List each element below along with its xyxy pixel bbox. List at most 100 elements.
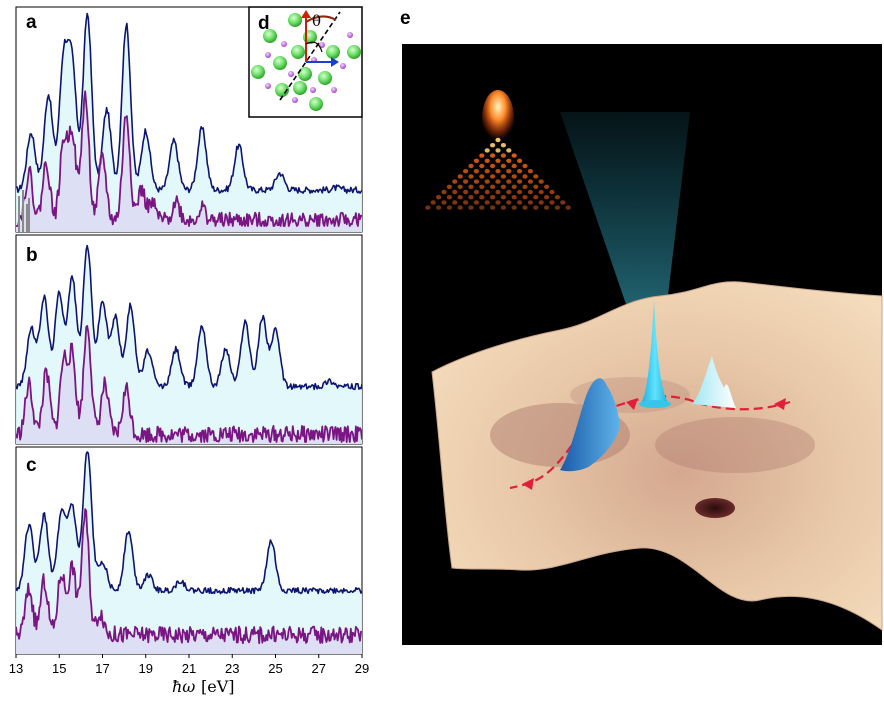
atom-small <box>288 71 294 77</box>
interference-spot <box>522 205 528 210</box>
interference-spot <box>441 200 447 205</box>
potential-surface <box>431 281 883 631</box>
interference-spot <box>495 169 501 174</box>
atom-small <box>310 87 316 93</box>
interference-spot <box>522 184 528 189</box>
atom-small <box>265 83 271 89</box>
interference-spot <box>500 174 506 179</box>
wavepacket-right <box>692 356 736 408</box>
interference-spot <box>495 189 501 195</box>
panel-c-label: c <box>26 455 37 476</box>
trajectory-arrow <box>774 398 786 410</box>
interference-spot <box>490 195 496 200</box>
interference-spot <box>511 153 517 158</box>
interference-spot <box>517 169 523 174</box>
interference-spot <box>506 148 512 153</box>
interference-spot <box>549 200 555 205</box>
interference-spot <box>479 174 485 179</box>
interference-spot <box>468 195 474 200</box>
interference-spot <box>500 184 506 189</box>
panel-b-upper-line <box>16 244 362 391</box>
x-tick-label: 21 <box>182 661 196 676</box>
interference-spot <box>527 179 534 184</box>
interference-spot <box>484 169 490 174</box>
panel-e-label: e <box>400 8 411 29</box>
interference-spot <box>473 169 479 174</box>
x-axis-title: ħω [eV] <box>172 677 235 696</box>
interference-spot <box>533 195 539 200</box>
arrow-vertical-head <box>301 10 311 18</box>
interference-spot <box>484 189 490 195</box>
interference-spot <box>527 169 534 174</box>
interference-spot <box>544 205 550 210</box>
interference-spot <box>538 179 544 184</box>
grey-peak-bar <box>18 196 20 232</box>
interference-spot <box>554 195 561 200</box>
interference-spot <box>452 179 458 184</box>
interference-spot <box>436 195 442 200</box>
atom-large <box>318 71 332 85</box>
interference-spot <box>463 189 469 195</box>
interference-spot <box>511 163 517 169</box>
atom-large <box>298 67 312 81</box>
interference-spot <box>479 184 485 189</box>
interference-spot <box>544 195 550 200</box>
theta-label: θ <box>312 12 321 30</box>
interference-spot <box>446 195 452 200</box>
light-beam <box>560 112 690 345</box>
interference-spot <box>495 158 501 163</box>
interference-spot <box>463 179 469 184</box>
panel-a-lower-line <box>16 90 362 227</box>
interference-spot <box>500 153 506 158</box>
interference-spot <box>457 205 463 210</box>
interference-spot <box>457 174 463 179</box>
x-tick-label: 19 <box>139 661 153 676</box>
angle-arc-small <box>305 41 323 53</box>
interference-spot <box>506 158 512 163</box>
interference-spot <box>533 205 539 210</box>
interference-center-glow <box>482 90 514 146</box>
interference-spot <box>490 143 496 148</box>
interference-spot <box>430 200 436 205</box>
interference-spot <box>490 163 496 169</box>
interference-spot <box>468 163 474 169</box>
interference-spot <box>544 184 550 189</box>
interference-spot <box>441 189 447 195</box>
interference-spot <box>538 200 544 205</box>
panel-e: e <box>400 8 883 645</box>
atom-large <box>309 97 323 111</box>
interference-spot <box>457 195 463 200</box>
interference-spot <box>549 189 555 195</box>
interference-spot <box>500 195 506 200</box>
panel-c: c <box>15 446 363 655</box>
panel-c-upper-fill <box>16 452 362 654</box>
interference-spot <box>500 205 506 210</box>
x-axis-unit: [eV] <box>201 677 235 696</box>
atom-small <box>292 97 298 103</box>
x-tick-label: 25 <box>268 661 282 676</box>
panel-b-lower-fill <box>16 325 362 444</box>
interference-spot <box>527 189 534 195</box>
panel-c-upper-line <box>16 451 362 595</box>
interference-spot <box>490 153 496 158</box>
polarization-axis <box>279 11 341 101</box>
wavepacket-central-base <box>639 400 671 408</box>
interference-spot <box>495 179 501 184</box>
panel-b-lower-line <box>16 325 362 443</box>
x-tick-label: 13 <box>9 661 23 676</box>
interference-spot <box>506 179 512 184</box>
interference-spot <box>495 200 501 205</box>
interference-spot <box>490 184 496 189</box>
interference-spot <box>527 200 534 205</box>
wavepacket-central <box>640 300 670 404</box>
grey-peak-bar <box>28 198 30 232</box>
atom-small <box>340 63 346 69</box>
interference-spot <box>538 189 544 195</box>
interference-spot <box>500 163 506 169</box>
surface-pit <box>695 498 735 518</box>
arrow-horizontal-head <box>331 57 339 67</box>
atom-small <box>281 41 287 47</box>
interference-spot <box>506 200 512 205</box>
interference-spot <box>468 205 474 210</box>
panel-d-inset: d θ <box>248 6 363 118</box>
